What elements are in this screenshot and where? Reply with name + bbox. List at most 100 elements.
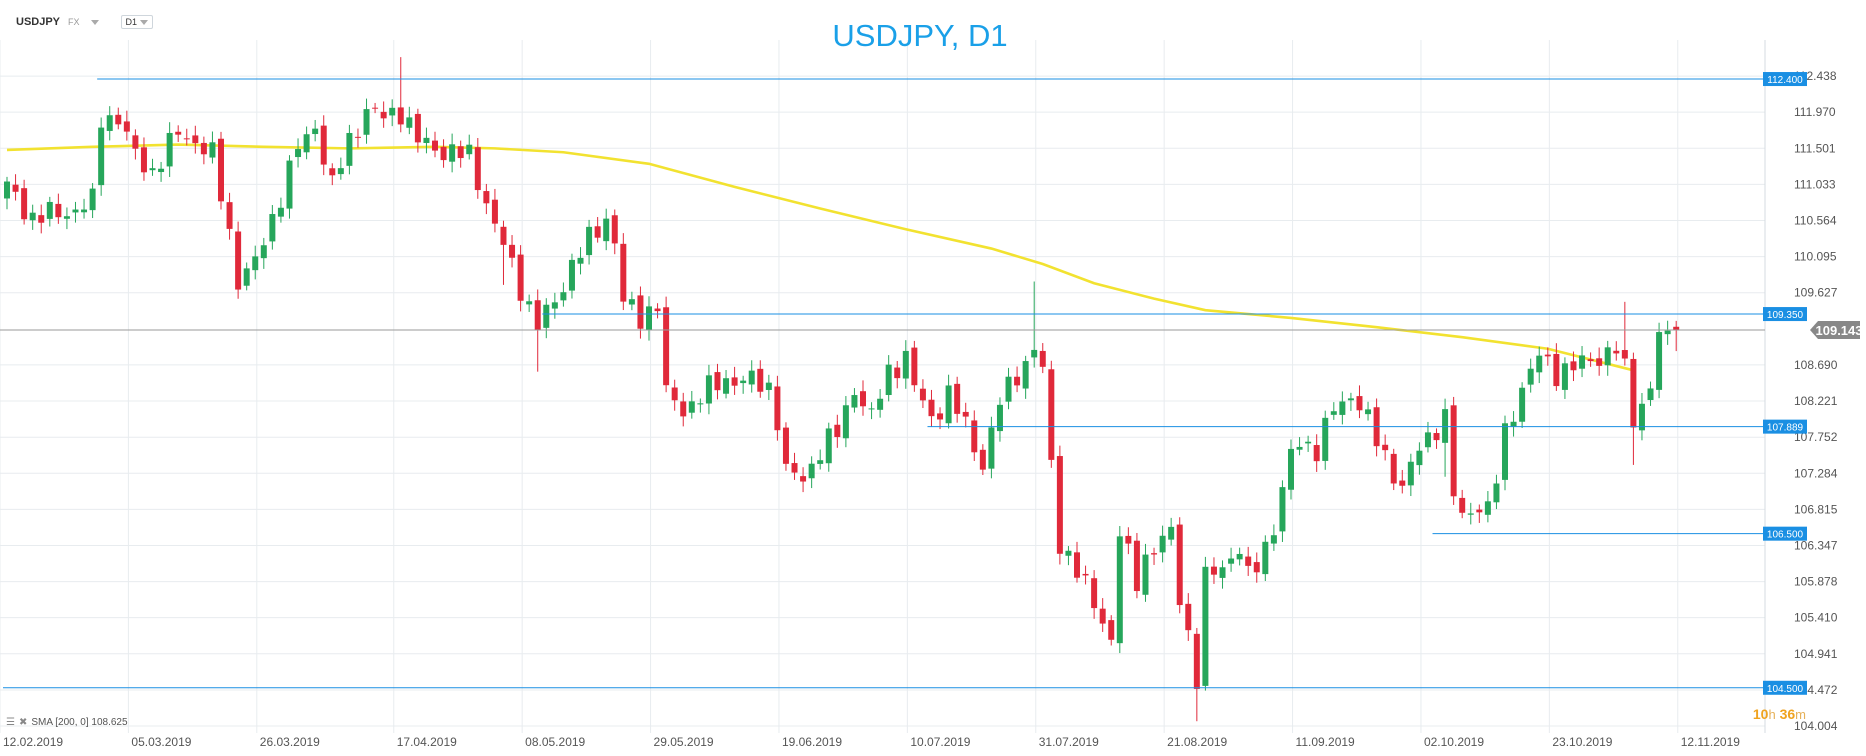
candle-body [389,107,396,116]
level-label-bg [1763,72,1807,87]
candle-body [200,142,207,155]
candle-body [800,476,807,482]
candle-body [919,388,926,401]
candle-body [1450,405,1457,497]
candle-body [1176,524,1183,606]
y-tick-label: 109.627 [1794,286,1838,300]
candle-body [72,209,79,213]
candle-body [671,387,678,401]
candle-body [260,245,267,259]
candle-body [457,146,464,159]
y-tick-label: 106.815 [1794,502,1838,516]
indicator-settings-icon[interactable]: ☰ [6,717,15,728]
candle-body [397,107,404,125]
candle-body [586,226,593,256]
y-tick-label: 111.970 [1794,105,1836,119]
candle-body [928,399,935,417]
candle-body [748,370,755,385]
candle-body [1125,535,1132,544]
candle-body [860,391,866,407]
candle-body [1322,417,1329,461]
candle-body [12,184,19,192]
candle-body [1296,446,1303,450]
candle-body [1022,361,1029,389]
candle-body [526,301,533,305]
candle-body [1245,556,1252,566]
level-label-bg [1763,307,1807,322]
level-label-bg [1763,526,1807,541]
market-label: FX [68,17,80,27]
candle-body [808,463,815,479]
candle-body [329,168,336,176]
candle-body [1168,526,1175,540]
candle-body [55,203,62,218]
candle-body [209,142,216,158]
candle-body [1005,376,1012,402]
indicator-remove-icon[interactable]: ✖ [18,717,28,728]
candle-body [269,214,276,242]
timeframe-value: D1 [125,17,138,27]
candle-body [1099,608,1106,624]
candle-body [46,201,53,219]
candle-body [697,403,704,405]
level-label-bg [1763,419,1807,434]
candle-body [1133,540,1140,592]
timeframe-select[interactable]: D1 [120,15,154,29]
candle-body [1510,421,1517,427]
candle-body [1365,409,1372,415]
candle-body [1228,558,1235,564]
candle-body [149,168,156,171]
candle-body [1399,480,1406,486]
x-tick-label: 05.03.2019 [131,735,191,749]
level-label: 106.500 [1767,530,1804,541]
candle-body [1673,326,1680,331]
candle-body [1656,332,1663,390]
candle-body [406,117,413,128]
x-tick-label: 23.10.2019 [1552,735,1612,749]
candle-body [1065,550,1072,556]
candle-body [98,127,105,186]
candle-body [466,144,473,155]
symbol-label[interactable]: USDJPY [16,16,61,28]
candle-body [560,292,567,301]
level-label: 104.500 [1767,684,1804,695]
candle-body [1210,566,1217,575]
candle-body [1305,441,1312,444]
sma-line [6,143,1634,372]
candle-body [4,181,10,199]
candle-body [1236,553,1243,560]
candle-body [688,401,695,413]
candle-body [577,257,584,264]
candle-body [158,168,165,173]
y-tick-label: 105.878 [1794,575,1838,589]
symbol-dropdown-icon[interactable] [90,19,99,25]
candle-body [1638,403,1645,431]
candle-body [491,199,498,224]
candle-body [29,212,36,221]
candle-body [500,226,507,245]
y-tick-label: 108.221 [1794,394,1838,408]
candle-body [106,115,113,131]
candle-body [286,160,293,209]
x-tick-label: 10.07.2019 [910,735,970,749]
chart-toolbar: USDJPY FX D1 [16,12,154,32]
candle-body [1407,461,1414,486]
candle-body [277,207,284,217]
x-tick-label: 02.10.2019 [1424,735,1484,749]
candle-body [81,209,88,213]
candle-body [945,385,952,424]
current-price-label: 109.143 [1816,323,1863,338]
candle-body [320,125,327,165]
candle-body [295,149,302,158]
candle-body [594,226,601,238]
candle-body [1416,450,1423,466]
candle-body [543,304,550,328]
candle-body [894,367,901,379]
candle-body [885,364,892,396]
candle-body [372,107,379,109]
y-tick-label: 105.410 [1794,611,1838,625]
candle-body [312,128,319,135]
candle-body [1142,554,1149,595]
candle-body [825,428,832,464]
